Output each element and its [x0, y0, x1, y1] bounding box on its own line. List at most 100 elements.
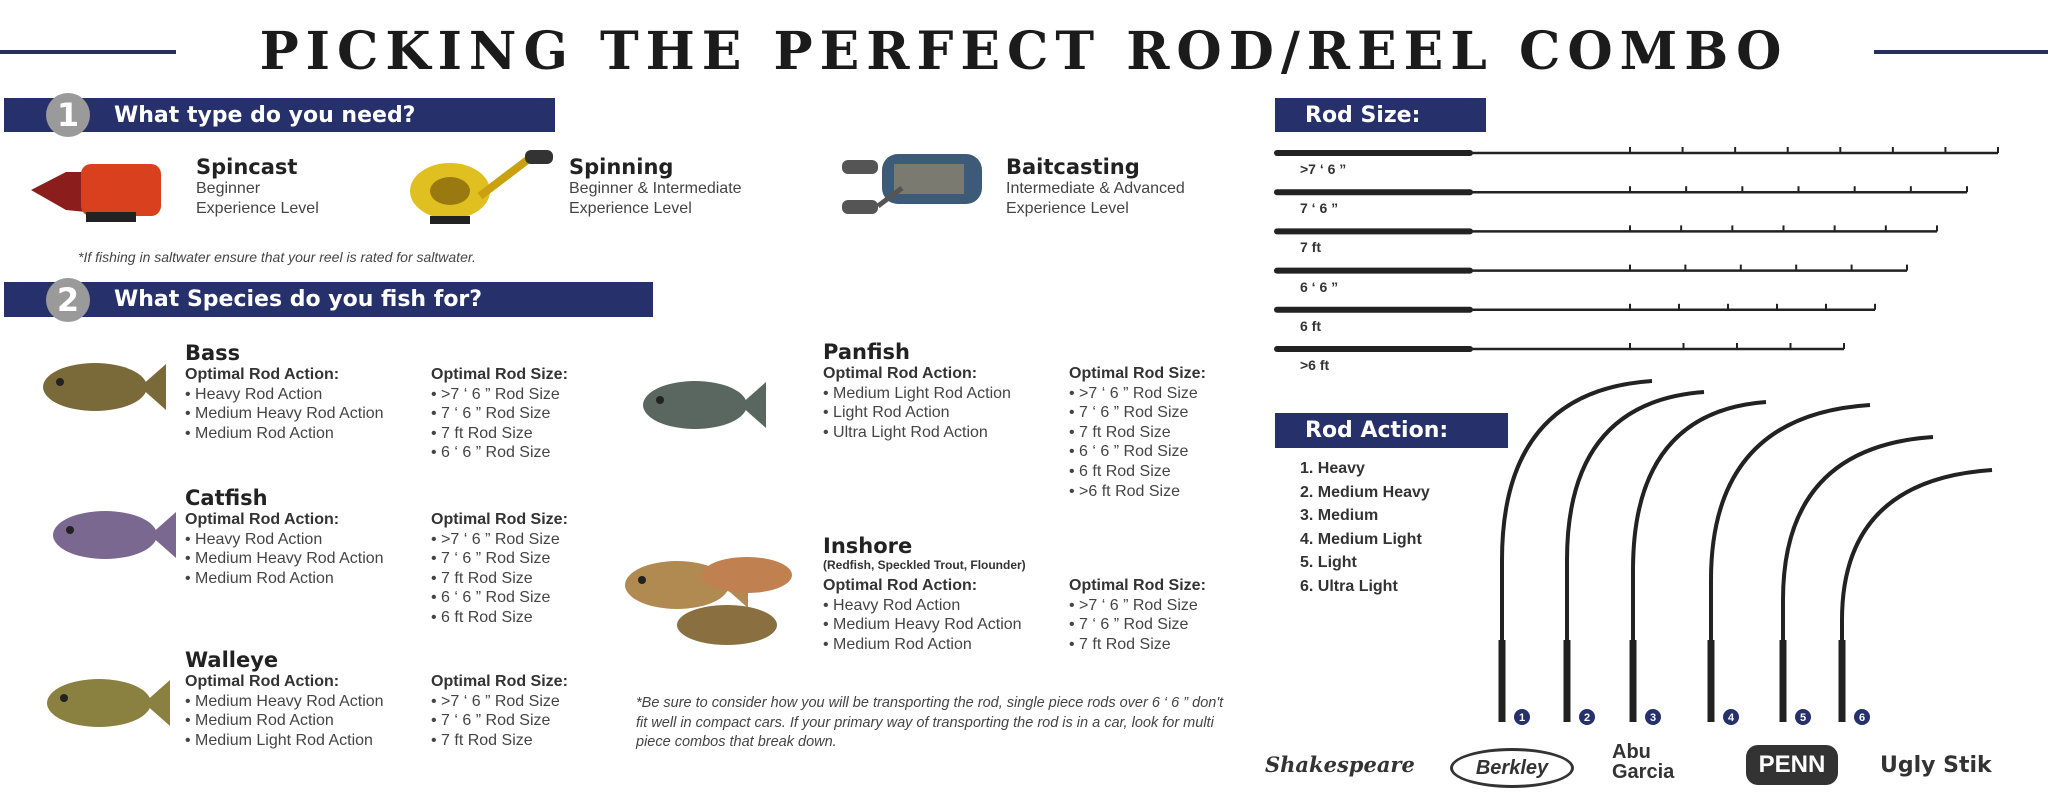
rod-size-item: • 7 ‘ 6 ” Rod Size: [1069, 404, 1189, 422]
rod-size-item: • >7 ‘ 6 ” Rod Size: [431, 692, 560, 710]
brand-logo-berkley: Berkley: [1450, 748, 1574, 788]
rod-number-badge: [1514, 709, 1530, 725]
rod-action-item: • Heavy Rod Action: [185, 530, 323, 548]
rod-number-badge: [1854, 709, 1870, 725]
title-rule-right: [1874, 50, 2048, 54]
rod-number: 1: [1519, 712, 1525, 724]
species-walleye: Walleye Optimal Rod Action: • Medium Heav…: [185, 648, 568, 750]
action-header: Optimal Rod Action:: [185, 511, 340, 528]
size-header: Optimal Rod Size:: [431, 366, 568, 383]
reel-type-spinning: Spinning Beginner & Intermediate Experie…: [569, 155, 742, 219]
rod-action-item: • Medium Heavy Rod Action: [185, 550, 384, 568]
saltwater-note: *If fishing in saltwater ensure that you…: [78, 249, 476, 265]
species-panfish: Panfish Optimal Rod Action: • Medium Ligh…: [823, 340, 1206, 501]
rod-number-badge: [1723, 709, 1739, 725]
action-rod-blank: [1631, 400, 1767, 640]
rod-size-item: • 7 ‘ 6 ” Rod Size: [1069, 616, 1189, 634]
section-2-banner: 2 What Species do you fish for?: [4, 277, 653, 322]
rod-action-item: • Ultra Light Rod Action: [823, 423, 988, 441]
reel-name: Spinning: [569, 155, 674, 179]
action-header: Optimal Rod Action:: [823, 365, 978, 382]
rod-size-item: • >7 ‘ 6 ” Rod Size: [1069, 596, 1198, 614]
rod-action-item: • Medium Heavy Rod Action: [185, 692, 384, 710]
rod-action-item: • Heavy Rod Action: [823, 596, 961, 614]
spincast-reel-icon: [31, 164, 161, 222]
transport-footnote: *Be sure to consider how you will be tra…: [636, 695, 1224, 750]
rod-size-item: • 6 ft Rod Size: [1069, 462, 1171, 480]
rod-number-badge: [1645, 709, 1661, 725]
brand-logo-shakespeare: Shakespeare: [1265, 752, 1415, 777]
rod-action-item: • Medium Rod Action: [185, 712, 334, 730]
reel-level: Intermediate & Advanced: [1006, 180, 1185, 197]
rod-action-item: 2. Medium Heavy: [1300, 483, 1430, 501]
rod-size-label: 6 ft: [1300, 317, 1321, 334]
species-name: Panfish: [823, 340, 910, 364]
rod-size-item: • 7 ft Rod Size: [1069, 635, 1171, 653]
fish-walleye-illustration: [47, 679, 170, 727]
species-name: Inshore: [823, 534, 913, 558]
rod-action-item: 5. Light: [1300, 554, 1357, 571]
size-header: Optimal Rod Size:: [431, 511, 568, 528]
rod-size-item: • 7 ft Rod Size: [431, 731, 533, 749]
page-title: PICKING THE PERFECT ROD/REEL COMBO: [259, 21, 1789, 82]
reel-level: Experience Level: [196, 200, 319, 217]
rod-action-item: 6. Ultra Light: [1300, 577, 1398, 595]
title-rule-left: [0, 50, 176, 54]
species-subtitle: (Redfish, Speckled Trout, Flounder): [823, 558, 1026, 572]
reel-level: Experience Level: [1006, 200, 1129, 217]
rod-size-label: >6 ft: [1300, 357, 1330, 373]
rod-size-label: 7 ft: [1300, 239, 1321, 256]
rod-size-item: • 7 ‘ 6 ” Rod Size: [431, 405, 551, 423]
reel-name: Spincast: [196, 155, 298, 179]
rod-size-label: >7 ‘ 6 ”: [1300, 161, 1347, 177]
fish-catfish-illustration: [53, 511, 176, 559]
rod-number: 3: [1650, 712, 1656, 724]
action-header: Optimal Rod Action:: [185, 366, 340, 383]
baitcasting-reel-icon: [842, 154, 982, 214]
rod-action-item: • Light Rod Action: [823, 404, 950, 422]
brand-logo-abu-garcia: Abu Garcia: [1612, 741, 1675, 783]
rod-number: 2: [1584, 712, 1590, 724]
rod-action-item: 4. Medium Light: [1300, 530, 1422, 548]
rod-size-item: • 7 ‘ 6 ” Rod Size: [431, 550, 551, 568]
reel-type-baitcasting: Baitcasting Intermediate & Advanced Expe…: [1006, 155, 1185, 219]
rod-number-badge: [1795, 709, 1811, 725]
rod-size-item: • 6 ft Rod Size: [431, 608, 533, 626]
rod-action-header: Rod Action:: [1275, 413, 1508, 448]
rod-number: 6: [1859, 712, 1865, 724]
rod-action-item: 3. Medium: [1300, 507, 1379, 524]
section-1-banner: 1 What type do you need?: [4, 93, 555, 137]
rod-action-item: • Medium Heavy Rod Action: [823, 616, 1022, 634]
spinning-reel-icon: [410, 150, 553, 224]
action-header: Optimal Rod Action:: [823, 577, 978, 594]
rod-size-item: • >7 ‘ 6 ” Rod Size: [431, 530, 560, 548]
rod-action-item: • Medium Light Rod Action: [823, 384, 1011, 402]
rod-size-item: • 7 ft Rod Size: [431, 569, 533, 587]
step-number-badge: 1: [46, 93, 90, 137]
rod-size-label: 6 ‘ 6 ”: [1300, 278, 1339, 295]
brand-logo-penn: PENN: [1746, 745, 1838, 785]
step-number-badge: 2: [46, 277, 90, 322]
action-rod-blank: [1709, 403, 1871, 640]
rod-size-header: Rod Size:: [1275, 98, 1486, 132]
reel-level: Beginner & Intermediate: [569, 180, 742, 197]
rod-size-item: • >7 ‘ 6 ” Rod Size: [1069, 384, 1198, 402]
rod-action-item: • Medium Light Rod Action: [185, 731, 373, 749]
action-header: Optimal Rod Action:: [185, 673, 340, 690]
size-header: Optimal Rod Size:: [431, 673, 568, 690]
rod-action-item: • Medium Rod Action: [185, 569, 334, 587]
species-name: Bass: [185, 341, 241, 365]
fish-inshore-illustration: [625, 557, 792, 645]
rod-size-item: • >7 ‘ 6 ” Rod Size: [431, 385, 560, 403]
reel-type-spincast: Spincast Beginner Experience Level: [196, 155, 319, 219]
rod-action-item: • Heavy Rod Action: [185, 385, 323, 403]
species-name: Catfish: [185, 486, 268, 510]
fish-bass-illustration: [43, 363, 166, 411]
rod-size-item: • >6 ft Rod Size: [1069, 482, 1180, 500]
rod-size-item: • 7 ‘ 6 ” Rod Size: [431, 712, 551, 730]
fish-panfish-illustration: [643, 381, 766, 429]
rod-number-badge: [1579, 709, 1595, 725]
rod-size-item: • 6 ‘ 6 ” Rod Size: [431, 589, 551, 607]
rod-size-item: • 6 ‘ 6 ” Rod Size: [431, 444, 551, 462]
